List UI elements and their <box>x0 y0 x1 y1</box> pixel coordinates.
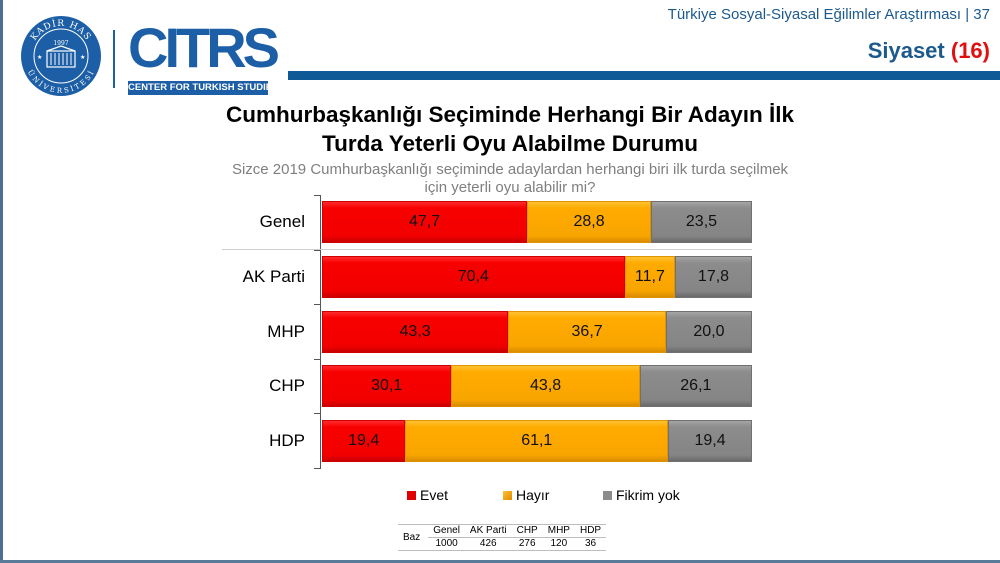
kadir-has-university-logo: KADİR HAS ÜNİVERSİTESİ 1997 ★ ★ <box>21 16 101 96</box>
header-rule <box>288 71 1000 80</box>
category-label-ak-parti: AK Parti <box>242 267 305 286</box>
bar-segment-fikrim-yok: 23,5 <box>650 201 752 243</box>
legend-label: Evet <box>420 487 449 503</box>
citrs-subtitle: CENTER FOR TURKISH STUDIES <box>128 81 279 95</box>
legend-label: Fikrim yok <box>616 487 680 503</box>
logo-divider <box>113 30 115 88</box>
category-label-chp: CHP <box>269 376 305 395</box>
legend-swatch-red-icon <box>407 490 416 500</box>
base-value-hdp: 36 <box>574 537 607 551</box>
base-header-ak-parti: AK Parti <box>464 524 512 538</box>
base-header-chp: CHP <box>511 524 543 538</box>
slide-left-border <box>0 0 3 563</box>
bar-segment-hayir: 36,7 <box>508 311 666 353</box>
category-label-mhp: MHP <box>267 322 305 341</box>
base-size-table: Baz Genel AK Parti CHP MHP HDP 1000 426 … <box>398 524 607 551</box>
svg-text:★: ★ <box>37 54 42 61</box>
base-header-mhp: MHP <box>542 524 575 538</box>
chart-subtitle-line-1: Sizce 2019 Cumhurbaşkanlığı seçiminde ad… <box>231 161 789 178</box>
axis-tick <box>314 250 320 251</box>
axis-tick <box>314 304 320 305</box>
bar-segment-fikrim-yok: 20,0 <box>665 311 752 353</box>
bar-segment-evet: 47,7 <box>322 201 528 243</box>
base-row-label: Baz <box>398 524 429 551</box>
bar-segment-evet: 30,1 <box>322 365 452 407</box>
bar-segment-evet: 43,3 <box>322 311 509 353</box>
survey-title-page-number: Türkiye Sosyal-Siyasal Eğilimler Araştır… <box>667 6 990 23</box>
section-label: Siyaset <box>867 38 945 63</box>
category-label-genel: Genel <box>259 212 305 231</box>
genel-separator <box>222 249 752 250</box>
chart-title-line-2: Turda Yeterli Oyu Alabilme Durumu <box>322 131 698 156</box>
legend-swatch-orange-icon <box>503 490 512 500</box>
category-label-hdp: HDP <box>269 431 305 450</box>
svg-text:★: ★ <box>80 54 85 61</box>
bar-row-mhp: 43,3 36,7 20,0 <box>322 311 752 353</box>
legend-item-evet: Evet <box>407 487 448 503</box>
base-value-ak-parti: 426 <box>464 537 512 551</box>
citrs-logo: CITRS CENTER FOR TURKISH STUDIES <box>128 20 280 96</box>
bar-segment-evet: 19,4 <box>322 420 406 462</box>
category-axis <box>320 195 321 469</box>
base-value-mhp: 120 <box>542 537 575 551</box>
bar-segment-fikrim-yok: 19,4 <box>668 420 752 462</box>
legend-swatch-gray-icon <box>603 490 612 500</box>
chart-subtitle-line-2: için yeterli oyu alabilir mi? <box>424 179 596 196</box>
axis-tick <box>314 359 320 360</box>
section-number: (16) <box>950 38 990 63</box>
bar-segment-evet: 70,4 <box>322 256 625 298</box>
axis-tick <box>314 468 320 469</box>
chart-subtitle: Sizce 2019 Cumhurbaşkanlığı seçiminde ad… <box>160 161 860 197</box>
base-header-hdp: HDP <box>574 524 607 538</box>
bar-segment-hayir: 11,7 <box>624 256 676 298</box>
bar-row-ak-parti: 70,4 11,7 17,8 <box>322 256 752 298</box>
base-header-genel: Genel <box>428 524 465 538</box>
svg-text:1997: 1997 <box>53 40 68 47</box>
section-title: Siyaset (16) <box>868 38 990 64</box>
bar-segment-hayir: 43,8 <box>451 365 640 407</box>
legend-item-hayir: Hayır <box>503 487 549 503</box>
legend-label: Hayır <box>516 487 550 503</box>
base-value-genel: 1000 <box>428 537 465 551</box>
legend-item-fikrim-yok: Fikrim yok <box>603 487 680 503</box>
bar-segment-hayir: 28,8 <box>527 201 651 243</box>
chart-title-line-1: Cumhurbaşkanlığı Seçiminde Herhangi Bir … <box>225 102 795 127</box>
bar-row-chp: 30,1 43,8 26,1 <box>322 365 752 407</box>
base-value-chp: 276 <box>511 537 543 551</box>
bar-segment-hayir: 61,1 <box>405 420 669 462</box>
bar-row-hdp: 19,4 61,1 19,4 <box>322 420 752 462</box>
bar-segment-fikrim-yok: 17,8 <box>675 256 752 298</box>
citrs-wordmark: CITRS <box>128 16 280 79</box>
slide-bottom-border <box>0 560 1000 563</box>
bar-segment-fikrim-yok: 26,1 <box>639 365 752 407</box>
bar-row-genel: 47,7 28,8 23,5 <box>322 201 752 243</box>
axis-tick <box>314 195 320 196</box>
axis-tick <box>314 413 320 414</box>
chart-title: Cumhurbaşkanlığı Seçiminde Herhangi Bir … <box>160 100 860 158</box>
